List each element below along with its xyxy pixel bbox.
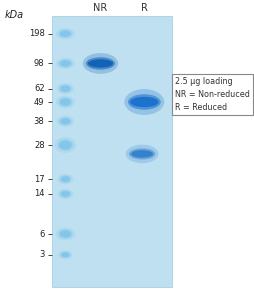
Text: 3: 3 <box>39 250 44 259</box>
Ellipse shape <box>58 250 72 259</box>
Ellipse shape <box>56 58 75 69</box>
Ellipse shape <box>60 252 70 258</box>
Ellipse shape <box>59 85 71 93</box>
Text: 17: 17 <box>34 175 44 184</box>
Text: 38: 38 <box>34 117 44 126</box>
Text: 98: 98 <box>34 59 44 68</box>
Ellipse shape <box>59 117 71 125</box>
Text: R: R <box>140 3 147 13</box>
Ellipse shape <box>58 230 72 239</box>
Ellipse shape <box>83 53 118 74</box>
Ellipse shape <box>130 97 158 107</box>
Ellipse shape <box>59 141 71 149</box>
Ellipse shape <box>58 59 72 68</box>
Ellipse shape <box>55 228 75 240</box>
Ellipse shape <box>58 98 72 106</box>
Ellipse shape <box>87 59 113 68</box>
Text: 28: 28 <box>34 140 44 149</box>
Ellipse shape <box>131 150 152 158</box>
Ellipse shape <box>125 145 158 163</box>
FancyBboxPatch shape <box>52 16 171 287</box>
Text: 2.5 μg loading
NR = Non-reduced
R = Reduced: 2.5 μg loading NR = Non-reduced R = Redu… <box>174 77 249 112</box>
Ellipse shape <box>86 57 115 70</box>
Ellipse shape <box>61 176 70 182</box>
Text: NR: NR <box>93 3 107 13</box>
Ellipse shape <box>129 148 155 160</box>
Text: 6: 6 <box>39 230 44 238</box>
Ellipse shape <box>59 190 71 198</box>
Ellipse shape <box>58 30 72 38</box>
Text: 62: 62 <box>34 84 44 93</box>
Ellipse shape <box>60 31 70 37</box>
Ellipse shape <box>61 191 70 197</box>
Ellipse shape <box>128 94 160 110</box>
Text: 198: 198 <box>28 29 44 38</box>
Ellipse shape <box>124 89 164 115</box>
Ellipse shape <box>56 28 75 39</box>
Ellipse shape <box>56 116 74 127</box>
Ellipse shape <box>54 137 76 153</box>
Ellipse shape <box>60 230 71 238</box>
Ellipse shape <box>57 189 73 199</box>
Ellipse shape <box>57 139 73 151</box>
Ellipse shape <box>60 98 70 106</box>
Ellipse shape <box>60 118 70 124</box>
Ellipse shape <box>56 83 74 94</box>
Ellipse shape <box>60 60 70 67</box>
Text: 14: 14 <box>34 190 44 199</box>
Ellipse shape <box>60 85 70 92</box>
Ellipse shape <box>61 252 69 257</box>
Text: 49: 49 <box>34 98 44 106</box>
Ellipse shape <box>56 96 75 108</box>
Text: kDa: kDa <box>5 10 24 20</box>
Ellipse shape <box>59 176 71 183</box>
Ellipse shape <box>57 174 73 184</box>
